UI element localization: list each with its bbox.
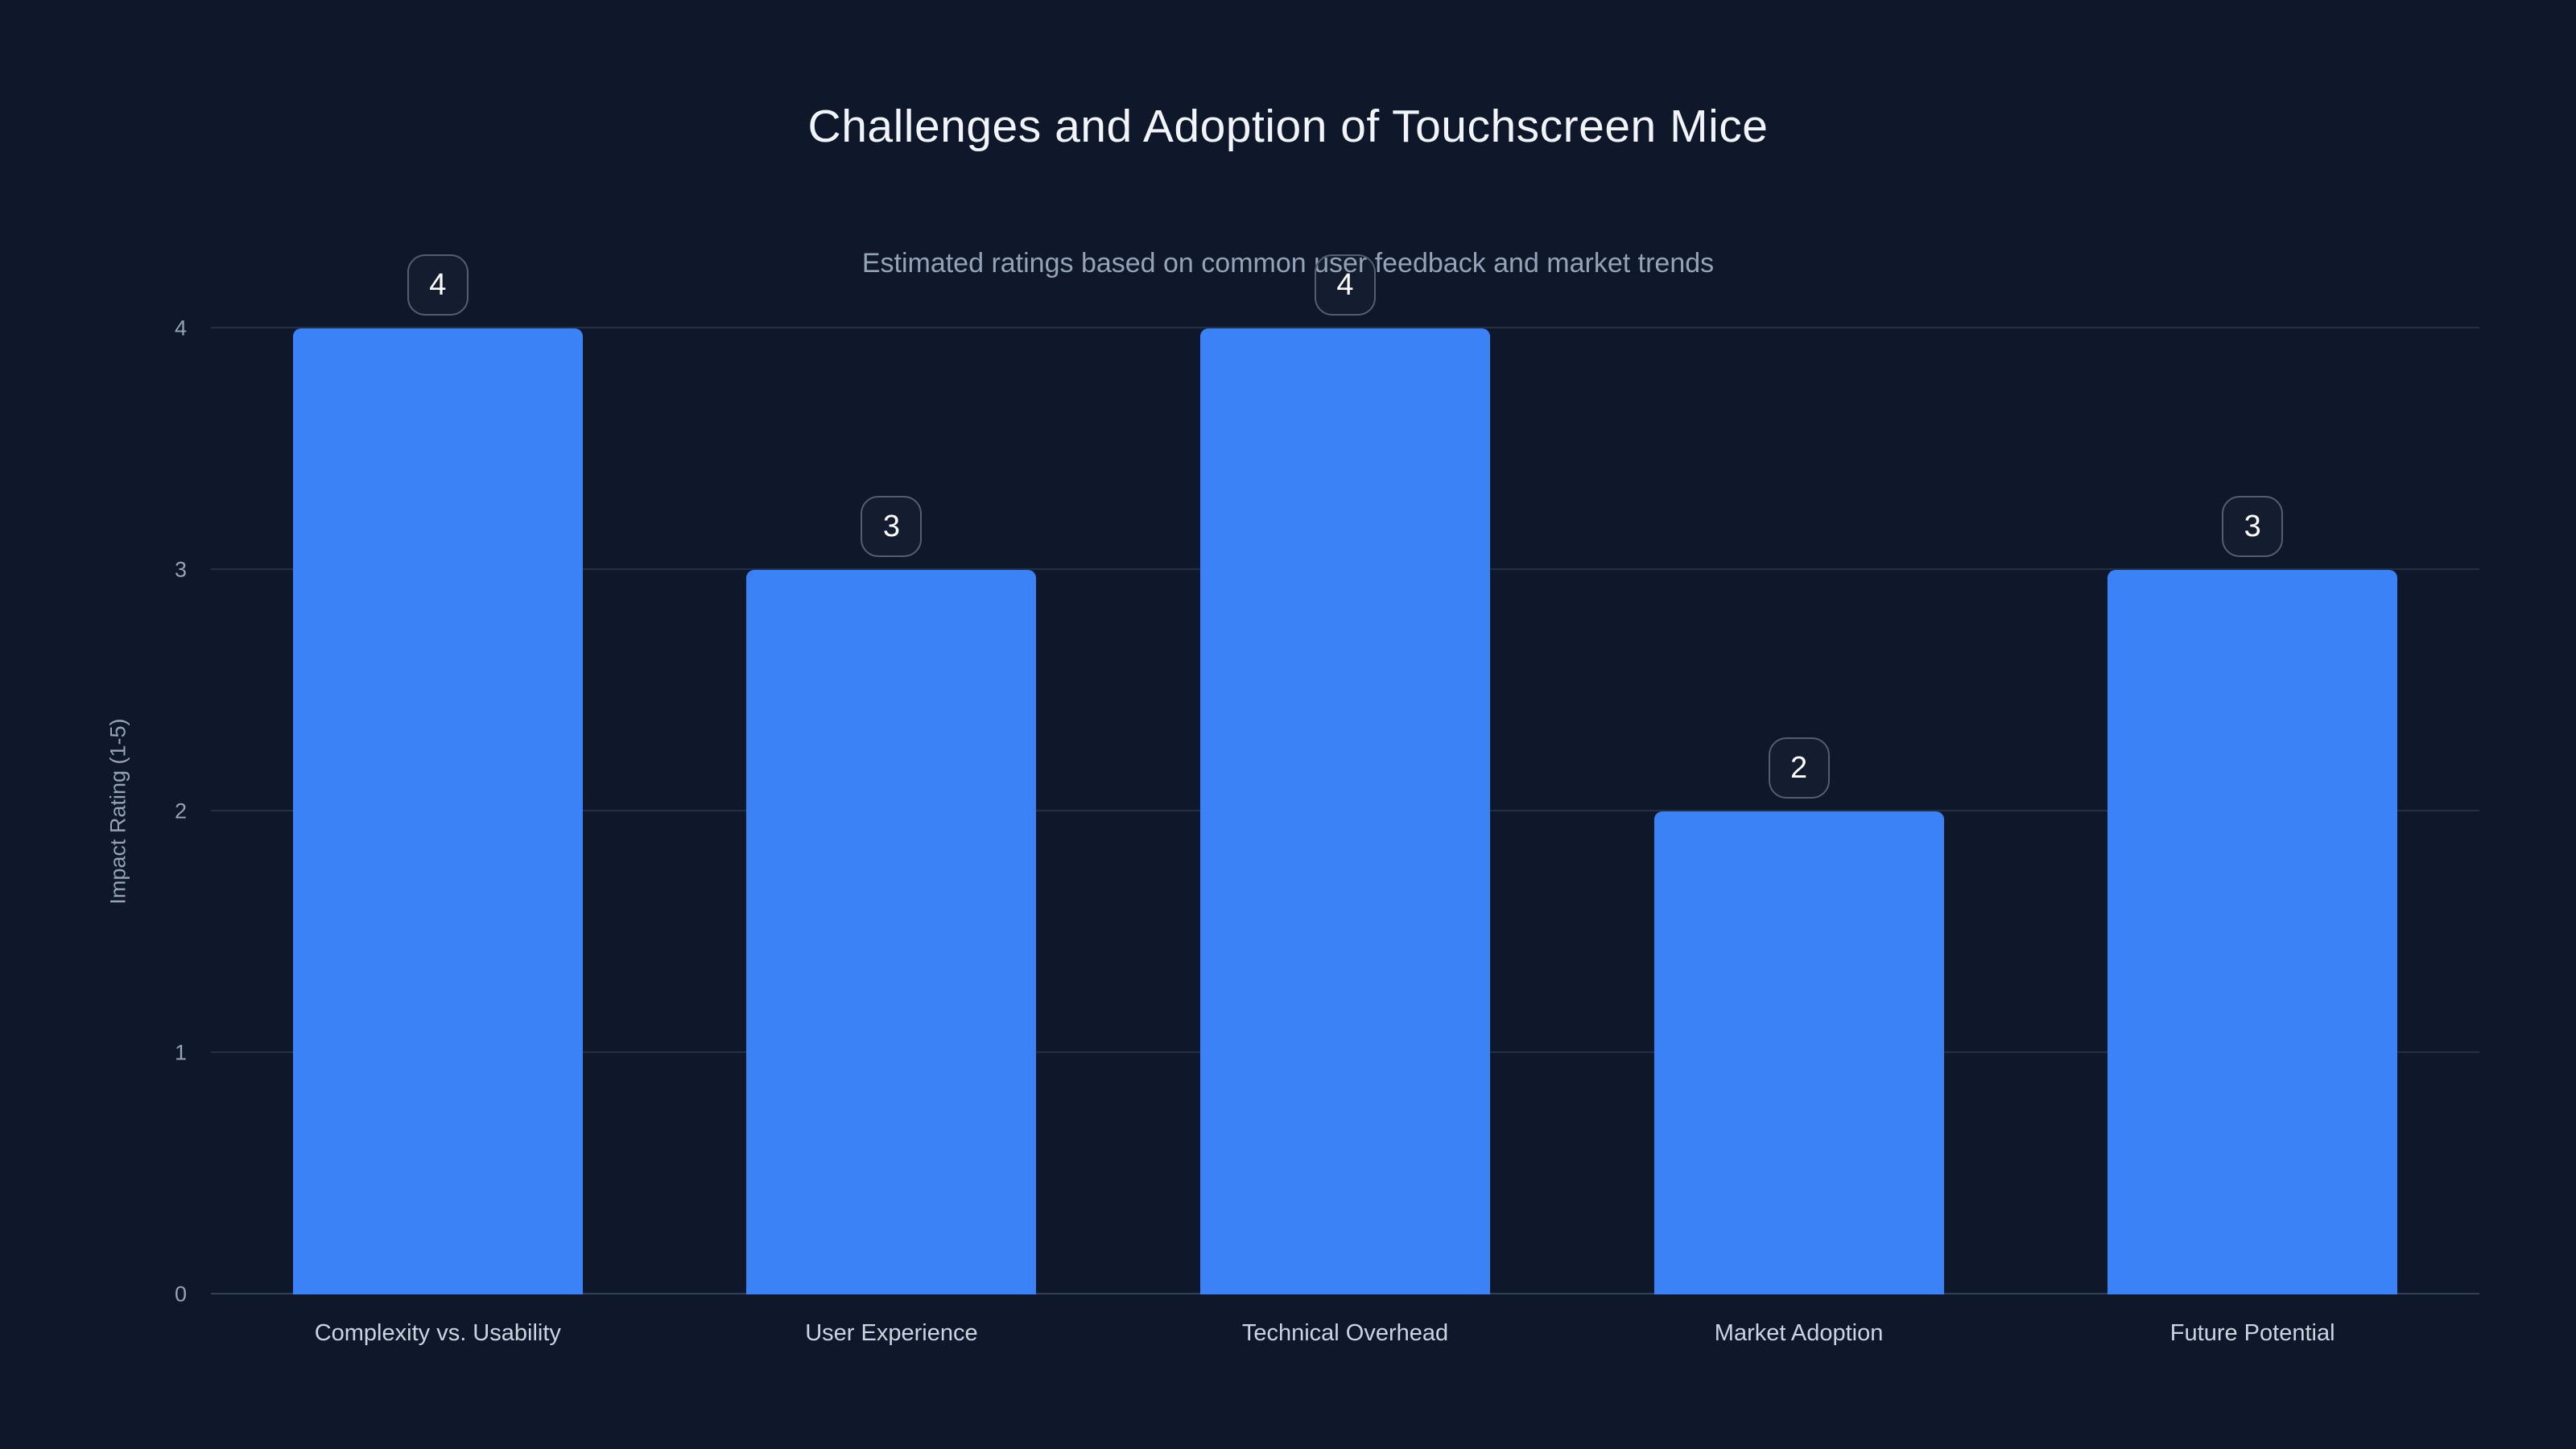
y-tick-label-0: 0 [174,1282,187,1307]
plot-area: 4 3 4 2 3 [211,254,2479,1294]
value-badge-complexity-vs-usability: 4 [407,254,469,316]
chart-title: Challenges and Adoption of Touchscreen M… [807,101,1769,152]
x-axis-labels: Complexity vs. Usability User Experience T… [211,1320,2479,1347]
bar-slot-technical-overhead: 4 [1118,254,1572,1294]
x-label-market-adoption: Market Adoption [1714,1320,1884,1346]
bar-complexity-vs-usability[interactable] [292,328,583,1294]
y-tick-label-2: 2 [174,799,187,824]
value-badge-technical-overhead: 4 [1314,254,1376,316]
bar-future-potential[interactable] [2107,570,2398,1294]
bar-slot-market-adoption: 2 [1572,328,2026,1294]
value-badge-future-potential: 3 [2222,496,2284,557]
y-tick-label-3: 3 [174,557,187,582]
y-tick-label-1: 1 [174,1040,187,1065]
x-label-future-potential: Future Potential [2169,1320,2335,1346]
bar-slot-user-experience: 3 [665,328,1119,1294]
bar-user-experience[interactable] [746,570,1037,1294]
y-tick-label-4: 4 [174,316,187,341]
x-label-technical-overhead: Technical Overhead [1241,1320,1449,1346]
bar-series: 4 3 4 2 3 [211,254,2479,1294]
bar-slot-complexity-vs-usability: 4 [211,254,665,1294]
x-label-user-experience: User Experience [805,1320,978,1346]
bar-slot-future-potential: 3 [2025,328,2479,1294]
bar-market-adoption[interactable] [1653,811,1944,1294]
gridline-y4 [211,327,2479,328]
bar-technical-overhead[interactable] [1199,328,1490,1294]
x-label-complexity-vs-usability: Complexity vs. Usability [314,1320,561,1346]
chart-subtitle: Estimated ratings based on common user f… [861,248,1715,279]
value-badge-user-experience: 3 [861,496,923,557]
value-badge-market-adoption: 2 [1768,737,1830,799]
